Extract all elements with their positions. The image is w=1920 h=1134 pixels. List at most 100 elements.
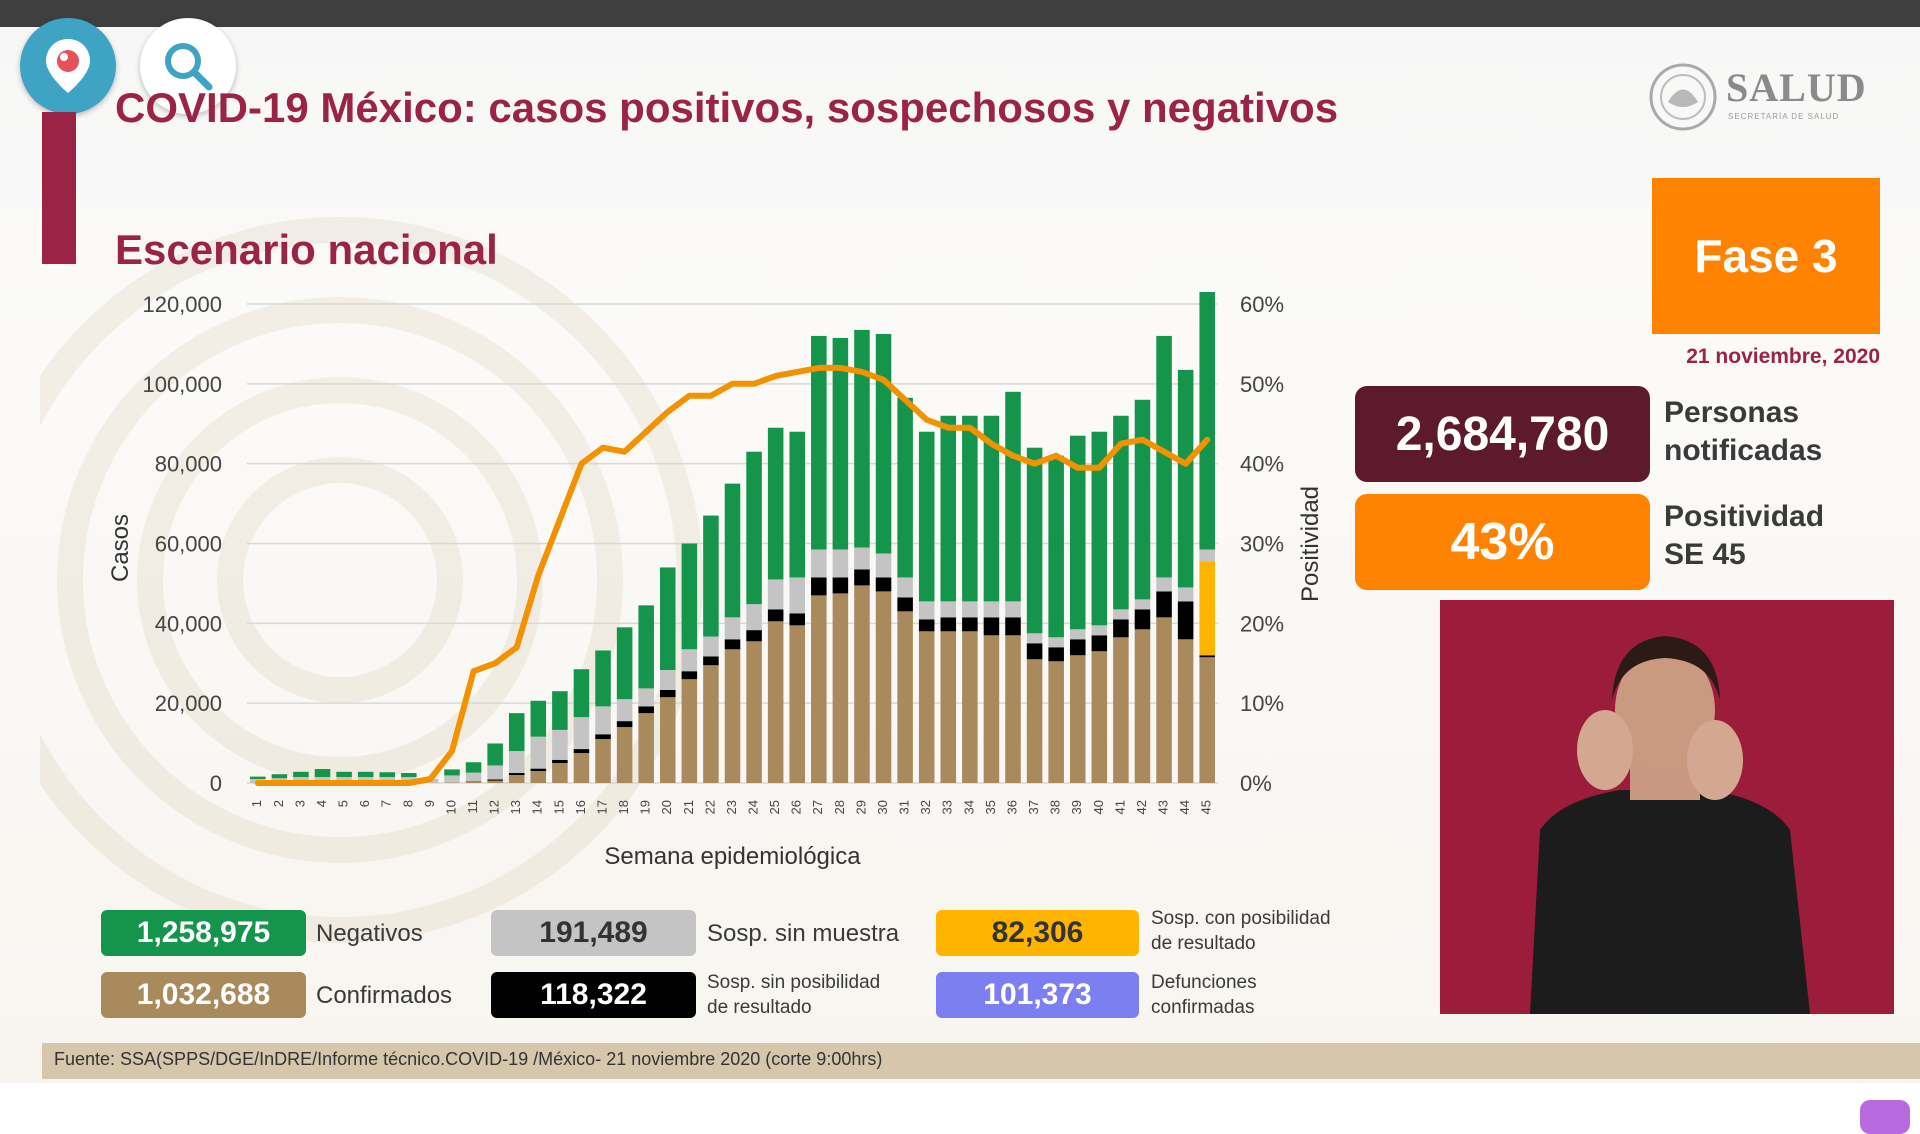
- bar-segment: [746, 604, 762, 630]
- bar-segment: [552, 691, 568, 730]
- source-text: Fuente: SSA(SPPS/DGE/InDRE/Informe técni…: [54, 1049, 882, 1070]
- x-tick-label: 10: [443, 800, 458, 814]
- bar-segment: [1005, 635, 1021, 783]
- x-tick-label: 45: [1199, 800, 1214, 814]
- x-tick-label: 31: [897, 800, 912, 814]
- source-footer: Fuente: SSA(SPPS/DGE/InDRE/Informe técni…: [42, 1043, 1920, 1079]
- legend-defunciones-line2: confirmadas: [1151, 995, 1381, 1020]
- bar-segment: [768, 579, 784, 609]
- bar-segment: [466, 762, 482, 772]
- x-tick-label: 15: [551, 800, 566, 814]
- phase-date: 21 noviembre, 2020: [1652, 345, 1880, 369]
- bar-segment: [768, 428, 784, 580]
- sign-language-interpreter-video: [1440, 600, 1894, 1014]
- bar-segment: [897, 611, 913, 783]
- bar-segment: [638, 706, 654, 713]
- camera-button[interactable]: [1860, 1100, 1910, 1134]
- bar-segment: [617, 721, 633, 727]
- bar-segment: [1092, 651, 1108, 783]
- bar-segment: [595, 650, 611, 706]
- legend-negativos-label: Negativos: [316, 920, 423, 948]
- x-tick-label: 40: [1091, 800, 1106, 814]
- y-tick-label: 100,000: [142, 372, 222, 397]
- positivity-label-line1: Positividad: [1664, 498, 1824, 536]
- y2-axis-label: Positividad: [1297, 486, 1324, 602]
- logo-text: SALUD: [1726, 64, 1867, 111]
- y2-tick-label: 40%: [1240, 452, 1284, 477]
- y2-tick-label: 0%: [1240, 771, 1272, 796]
- legend-sosp-sin-muestra-value: 191,489: [491, 910, 696, 956]
- bar-segment: [941, 416, 957, 602]
- legend-sosp-sin-muestra-label: Sosp. sin muestra: [707, 920, 899, 948]
- bar-segment: [574, 749, 590, 753]
- x-tick-label: 6: [357, 800, 372, 807]
- y-tick-label: 120,000: [142, 292, 222, 317]
- bar-segment: [876, 334, 892, 554]
- bar-segment: [1113, 637, 1129, 783]
- bar-segment: [617, 727, 633, 783]
- bar-segment: [509, 751, 525, 773]
- bar-segment: [1027, 448, 1043, 634]
- bar-segment: [1156, 617, 1172, 783]
- bar-segment: [833, 549, 849, 577]
- bar-segment: [725, 484, 741, 618]
- bar-segment: [1092, 625, 1108, 635]
- bar-segment: [962, 617, 978, 631]
- bar-segment: [1199, 549, 1215, 561]
- bar-segment: [1199, 657, 1215, 783]
- bar-segment: [725, 649, 741, 783]
- x-tick-label: 34: [961, 800, 976, 814]
- notified-value: 2,684,780: [1355, 386, 1650, 482]
- bar-segment: [876, 591, 892, 783]
- x-tick-label: 2: [271, 800, 286, 807]
- logo-subtext: SECRETARÍA DE SALUD: [1728, 112, 1839, 121]
- legend-negativos-value: 1,258,975: [101, 910, 306, 956]
- bar-segment: [682, 544, 698, 650]
- bar-segment: [1048, 637, 1064, 647]
- bar-segment: [833, 577, 849, 593]
- bar-segment: [919, 601, 935, 619]
- legend-sosp-sin-posibilidad-value: 118,322: [491, 972, 696, 1018]
- notified-label-line1: Personas: [1664, 394, 1822, 432]
- bar-segment: [919, 432, 935, 602]
- x-tick-label: 19: [638, 800, 653, 814]
- x-tick-label: 13: [508, 800, 523, 814]
- bar-segment: [1070, 639, 1086, 655]
- bar-segment: [531, 769, 547, 771]
- bar-segment: [660, 567, 676, 670]
- x-tick-label: 28: [832, 800, 847, 814]
- bar-segment: [487, 765, 503, 779]
- y-tick-label: 20,000: [155, 691, 222, 716]
- x-tick-label: 41: [1112, 800, 1127, 814]
- bar-segment: [617, 699, 633, 721]
- legend-sosp-con-posibilidad-label: Sosp. con posibilidad de resultado: [1151, 906, 1381, 956]
- legend-sosp-con-posibilidad-line1: Sosp. con posibilidad: [1151, 906, 1381, 931]
- legend-defunciones-value: 101,373: [936, 972, 1139, 1018]
- x-tick-label: 32: [918, 800, 933, 814]
- bar-segment: [444, 769, 460, 775]
- bar-segment: [487, 743, 503, 765]
- bar-segment: [509, 775, 525, 783]
- x-tick-label: 24: [746, 800, 761, 814]
- x-tick-label: 29: [853, 800, 868, 814]
- bar-segment: [1135, 599, 1151, 609]
- x-tick-label: 36: [1004, 800, 1019, 814]
- bar-segment: [962, 631, 978, 783]
- y-tick-label: 40,000: [155, 611, 222, 636]
- x-tick-label: 7: [379, 800, 394, 807]
- bar-segment: [552, 760, 568, 763]
- bar-segment: [941, 617, 957, 631]
- cases-chart: 020,00040,00060,00080,000100,000120,0000…: [0, 0, 1340, 870]
- legend-sosp-sin-posibilidad-line1: Sosp. sin posibilidad: [707, 970, 927, 995]
- x-tick-label: 23: [724, 800, 739, 814]
- bar-segment: [1005, 601, 1021, 617]
- bar-segment: [854, 569, 870, 585]
- bar-segment: [984, 617, 1000, 635]
- bar-segment: [811, 577, 827, 595]
- bar-segment: [1156, 591, 1172, 617]
- bar-segment: [1135, 629, 1151, 783]
- x-tick-label: 5: [336, 800, 351, 807]
- bar-segment: [1048, 647, 1064, 661]
- bar-segment: [401, 773, 417, 777]
- x-tick-label: 42: [1134, 800, 1149, 814]
